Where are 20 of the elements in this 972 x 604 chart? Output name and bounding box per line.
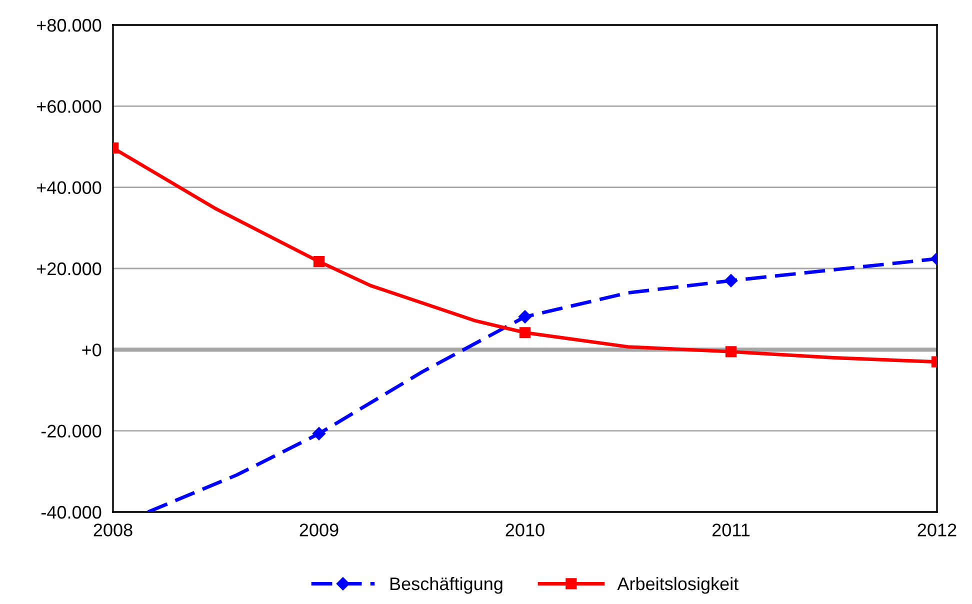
y-tick-label: +80.000 xyxy=(37,18,102,32)
point xyxy=(518,310,532,324)
x-tick-label: 2009 xyxy=(300,524,338,536)
y-tick-label: +40.000 xyxy=(37,181,102,194)
y-tick-label: +60.000 xyxy=(37,100,102,113)
y-tick-label: -40.000 xyxy=(41,506,102,519)
point xyxy=(312,427,326,440)
x-tick-label: 2010 xyxy=(506,524,544,536)
y-tick-label: -20.000 xyxy=(41,424,102,438)
y-tick-label: +0 xyxy=(82,344,102,356)
point xyxy=(725,346,737,358)
x-tick-label: 2008 xyxy=(94,524,132,536)
point xyxy=(724,274,738,288)
legend-label: Beschäftigung xyxy=(390,576,502,594)
x-tick-label: 2011 xyxy=(712,524,750,536)
y-tick-label: +20.000 xyxy=(37,262,102,276)
x-tick-label: 2012 xyxy=(918,524,956,536)
point xyxy=(519,327,531,338)
point xyxy=(313,256,325,268)
legend-label: Arbeitslosigkeit xyxy=(617,576,738,594)
